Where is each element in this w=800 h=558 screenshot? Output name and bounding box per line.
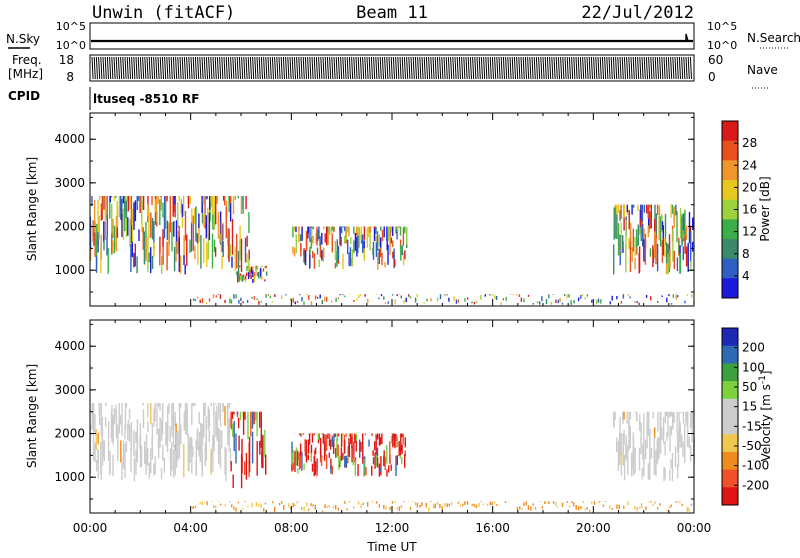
echo-region	[230, 411, 267, 489]
x-tick-label: 08:00	[274, 521, 309, 535]
echo-region	[89, 196, 250, 275]
x-tick-label: 20:00	[576, 521, 611, 535]
velocity-panel-frame	[89, 319, 695, 514]
colorbar-tick-label: 24	[742, 158, 757, 172]
power-y-ticks: 4000 3000 2000 1000	[54, 116, 694, 293]
cpid-value: ltuseq -8510 RF	[93, 92, 199, 106]
echo-region	[292, 226, 408, 270]
colorbar-tick-label: -100	[742, 459, 769, 473]
echo-region	[235, 265, 268, 283]
colorbar-segment	[722, 140, 738, 161]
freq-sawtooth	[91, 56, 692, 80]
y-tick-label: 1000	[54, 470, 85, 484]
x-tick-label: 12:00	[375, 521, 410, 535]
echo-region	[613, 204, 694, 275]
colorbar-tick-label: 16	[742, 203, 757, 217]
colorbar-tick-label: 4	[742, 269, 750, 283]
freq-label: Freq.	[12, 53, 42, 67]
colorbar-segment	[722, 328, 738, 347]
beam-title: Beam 11	[356, 3, 428, 23]
nsearch-label: N.Search	[747, 31, 800, 45]
colorbar-segment	[722, 469, 738, 488]
colorbar-segment	[722, 121, 738, 142]
colorbar-segment	[722, 258, 738, 279]
nsearch-tick-bottom: 10^0	[707, 39, 737, 52]
velocity-ylabel: Slant Range [km]	[25, 364, 39, 468]
colorbar-segment	[722, 434, 738, 453]
power-colorbar: 28 24 20 16 12 8 4	[721, 120, 757, 299]
power-echo-layer	[89, 196, 695, 306]
freq-trace	[91, 56, 692, 80]
nsearch-tick-top: 10^5	[707, 20, 737, 33]
colorbar-segment	[722, 219, 738, 240]
nsky-tick-bottom: 10^0	[56, 39, 86, 52]
y-tick-label: 1000	[54, 263, 85, 277]
freq-tick-bottom: 8	[66, 70, 74, 84]
nave-label: Nave	[747, 63, 778, 77]
freq-tick-top: 18	[59, 53, 74, 67]
velocity-echo-layer	[89, 403, 695, 512]
echo-region	[192, 294, 695, 306]
colorbar-segment	[722, 180, 738, 201]
y-tick-label: 4000	[54, 132, 85, 146]
colorbar-tick-label: -15	[742, 419, 762, 433]
colorbar-segment	[722, 160, 738, 181]
x-tick-label: 16:00	[475, 521, 510, 535]
colorbar-tick-label: 12	[742, 225, 757, 239]
echo-region	[291, 433, 406, 477]
y-tick-label: 2000	[54, 220, 85, 234]
colorbar-tick-label: 15	[742, 400, 757, 414]
nsky-spike	[685, 33, 689, 42]
colorbar-segment	[722, 381, 738, 400]
time-x-ticks: 00:00 04:00 08:00 12:00 16:00 20:00 00:00	[73, 113, 712, 535]
nave-tick-bottom: 0	[708, 70, 716, 84]
colorbar-tick-label: 8	[742, 247, 750, 261]
power-colorbar-label: Power [dB]	[758, 176, 772, 241]
echo-region	[89, 403, 232, 482]
nsky-tick-top: 10^5	[56, 20, 86, 33]
colorbar-tick-label: 100	[742, 360, 765, 374]
colorbar-tick-label: -50	[742, 439, 762, 453]
freq-strip-frame	[89, 54, 695, 82]
station-title: Unwin (fitACF)	[92, 3, 235, 23]
colorbar-segment	[722, 278, 738, 299]
colorbar-segment	[722, 398, 738, 417]
colorbar-segment	[722, 345, 738, 364]
colorbar-tick-label: 200	[742, 341, 765, 355]
freq-unit-label: [MHz]	[8, 67, 43, 81]
nave-tick-top: 60	[708, 53, 723, 67]
y-tick-label: 3000	[54, 383, 85, 397]
colorbar-segment	[722, 239, 738, 260]
time-xlabel: Time UT	[366, 540, 417, 554]
y-tick-label: 3000	[54, 176, 85, 190]
nsky-strip-frame	[89, 22, 695, 50]
colorbar-tick-label: 28	[742, 136, 757, 150]
nsky-label: N.Sky	[6, 32, 40, 46]
colorbar-segment	[722, 199, 738, 220]
colorbar-tick-label: 20	[742, 180, 757, 194]
y-tick-label: 2000	[54, 427, 85, 441]
cpid-label: CPID	[8, 89, 40, 103]
colorbar-segment	[722, 487, 738, 506]
velocity-colorbar-label: Velocity [m s-1]	[758, 371, 773, 462]
colorbar-tick-label: 50	[742, 380, 757, 394]
colorbar-tick-label: -200	[742, 478, 769, 492]
colorbar-segment	[722, 451, 738, 471]
x-tick-label: 04:00	[173, 521, 208, 535]
echo-region	[613, 411, 695, 482]
velocity-y-ticks: 4000 3000 2000 1000	[54, 323, 694, 500]
colorbar-frame	[721, 327, 739, 506]
power-ylabel: Slant Range [km]	[25, 157, 39, 261]
colorbar-segment	[722, 416, 738, 435]
date-title: 22/Jul/2012	[581, 3, 694, 23]
echo-region	[192, 501, 695, 512]
y-tick-label: 4000	[54, 339, 85, 353]
colorbar-segment	[722, 363, 738, 382]
velocity-colorbar: 200 100 50 15 -15 -50 -100 -200	[721, 327, 769, 506]
x-tick-label: 00:00	[73, 521, 108, 535]
x-tick-label: 00:00	[677, 521, 712, 535]
